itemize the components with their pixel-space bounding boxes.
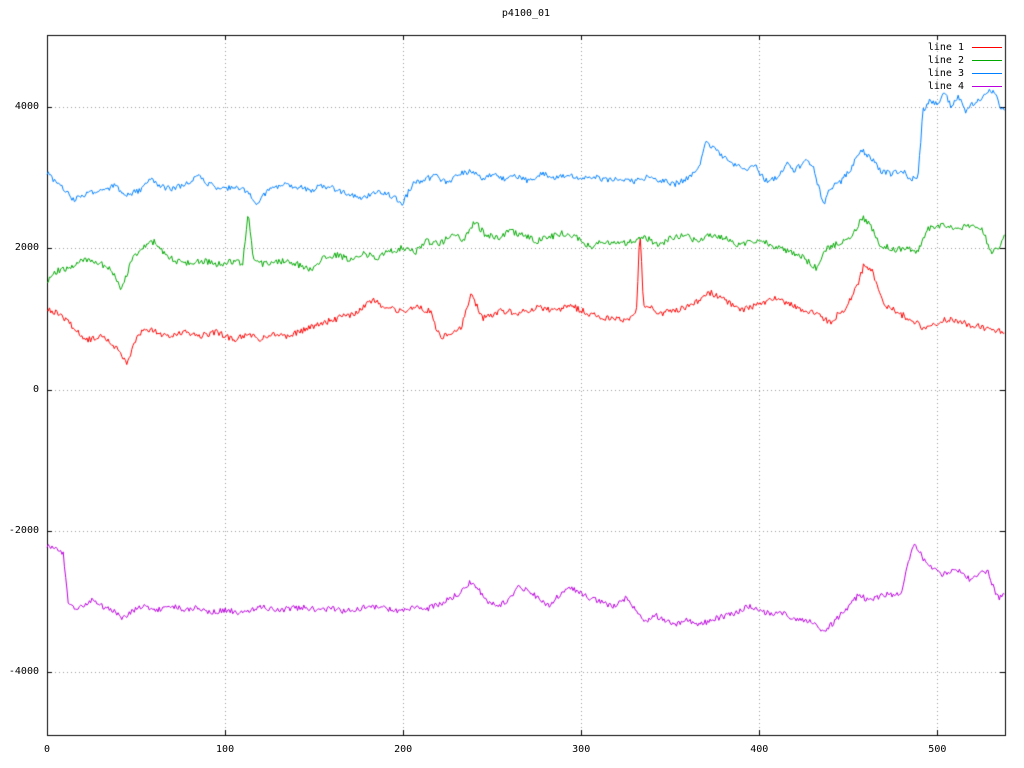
y-tick-label: -4000 xyxy=(8,666,39,678)
x-tick-label: 0 xyxy=(43,744,51,755)
x-tick-label: 100 xyxy=(216,744,235,755)
legend-label: line 3 xyxy=(927,68,964,79)
legend-item: line 1 xyxy=(928,41,1002,54)
legend-label: line 4 xyxy=(927,81,964,92)
x-tick-label: 400 xyxy=(750,744,769,755)
legend-item: line 4 xyxy=(928,80,1002,93)
x-tick-label: 500 xyxy=(928,744,947,755)
y-tick-label: 4000 xyxy=(14,101,39,113)
chart-title: p4100_01 xyxy=(501,8,551,19)
y-tick-label: 0 xyxy=(32,383,39,395)
legend-line-sample xyxy=(972,47,1002,48)
legend: line 1 line 2 line 3 line 4 xyxy=(928,41,1002,93)
legend-item: line 2 xyxy=(928,54,1002,67)
x-tick-label: 200 xyxy=(394,744,413,755)
y-tick-label: -2000 xyxy=(8,524,39,536)
legend-line-sample xyxy=(972,86,1002,87)
y-tick-label: 2000 xyxy=(14,242,39,254)
legend-label: line 1 xyxy=(927,42,964,53)
legend-label: line 2 xyxy=(927,55,964,66)
legend-line-sample xyxy=(972,60,1002,61)
legend-item: line 3 xyxy=(928,67,1002,80)
x-tick-label: 300 xyxy=(572,744,591,755)
legend-line-sample xyxy=(972,73,1002,74)
